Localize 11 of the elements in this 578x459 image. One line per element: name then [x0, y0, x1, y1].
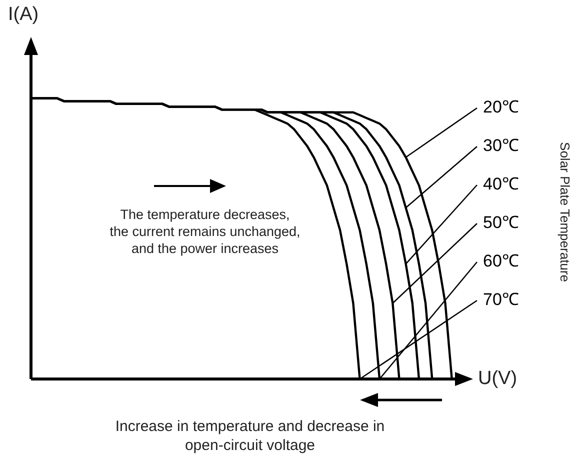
annotation: The temperature decreases, the current remains unchanged, and the power increases: [108, 206, 302, 257]
text: 40℃: [483, 174, 519, 194]
x-axis-title: U(V): [478, 368, 518, 390]
text: 50℃: [483, 213, 519, 232]
text: Increase in temperature and decrease in open-circuit voltage: [114, 417, 386, 455]
text: 60℃: [483, 252, 519, 271]
text: 70℃: [483, 290, 519, 310]
y-axis-title: I(A): [8, 4, 39, 26]
text: 20℃: [483, 98, 519, 117]
text: 30℃: [483, 136, 519, 156]
legend-title: Solar Plate Temperature: [558, 142, 572, 282]
